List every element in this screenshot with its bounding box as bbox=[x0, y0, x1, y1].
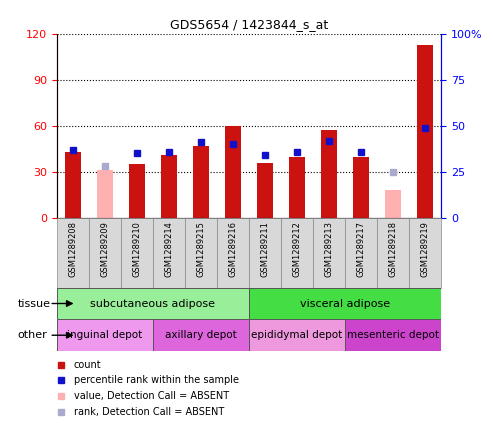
Bar bbox=[57, 319, 153, 351]
Text: GSM1289213: GSM1289213 bbox=[324, 221, 334, 277]
Bar bbox=[409, 218, 441, 288]
Bar bbox=[257, 163, 273, 218]
Text: visceral adipose: visceral adipose bbox=[300, 299, 390, 308]
Bar bbox=[89, 218, 121, 288]
Bar bbox=[129, 164, 145, 218]
Text: rank, Detection Call = ABSENT: rank, Detection Call = ABSENT bbox=[74, 407, 224, 417]
Bar bbox=[193, 146, 209, 218]
Bar bbox=[313, 218, 345, 288]
Text: GSM1289209: GSM1289209 bbox=[100, 221, 109, 277]
Bar bbox=[217, 218, 249, 288]
Bar bbox=[249, 319, 345, 351]
Bar bbox=[417, 44, 433, 218]
Bar bbox=[161, 155, 177, 218]
Bar bbox=[345, 218, 377, 288]
Text: GSM1289218: GSM1289218 bbox=[388, 221, 398, 277]
Bar bbox=[321, 130, 337, 218]
Text: subcutaneous adipose: subcutaneous adipose bbox=[90, 299, 215, 308]
Text: GSM1289210: GSM1289210 bbox=[132, 221, 141, 277]
Bar bbox=[289, 157, 305, 218]
Bar bbox=[249, 218, 281, 288]
Text: count: count bbox=[74, 360, 102, 370]
Bar bbox=[153, 218, 185, 288]
Text: GSM1289208: GSM1289208 bbox=[68, 221, 77, 277]
Text: GSM1289219: GSM1289219 bbox=[421, 221, 430, 277]
Bar bbox=[57, 218, 89, 288]
Bar bbox=[65, 152, 81, 218]
Bar bbox=[121, 218, 153, 288]
Text: GSM1289215: GSM1289215 bbox=[196, 221, 206, 277]
Title: GDS5654 / 1423844_s_at: GDS5654 / 1423844_s_at bbox=[170, 18, 328, 31]
Bar bbox=[97, 170, 113, 218]
Text: other: other bbox=[17, 330, 47, 340]
Bar bbox=[153, 319, 249, 351]
Text: mesenteric depot: mesenteric depot bbox=[347, 330, 439, 340]
Bar bbox=[353, 157, 369, 218]
Bar bbox=[57, 288, 249, 319]
Bar bbox=[185, 218, 217, 288]
Bar bbox=[281, 218, 313, 288]
Text: GSM1289212: GSM1289212 bbox=[292, 221, 302, 277]
Text: GSM1289216: GSM1289216 bbox=[228, 221, 238, 277]
Text: GSM1289214: GSM1289214 bbox=[164, 221, 174, 277]
Bar bbox=[225, 126, 241, 218]
Bar bbox=[249, 288, 441, 319]
Text: value, Detection Call = ABSENT: value, Detection Call = ABSENT bbox=[74, 391, 229, 401]
Text: GSM1289211: GSM1289211 bbox=[260, 221, 270, 277]
Text: inguinal depot: inguinal depot bbox=[67, 330, 142, 340]
Text: epididymal depot: epididymal depot bbox=[251, 330, 343, 340]
Text: GSM1289217: GSM1289217 bbox=[356, 221, 366, 277]
Text: tissue: tissue bbox=[17, 299, 50, 308]
Text: percentile rank within the sample: percentile rank within the sample bbox=[74, 376, 239, 385]
Bar bbox=[345, 319, 441, 351]
Bar bbox=[385, 190, 401, 218]
Bar bbox=[377, 218, 409, 288]
Text: axillary depot: axillary depot bbox=[165, 330, 237, 340]
